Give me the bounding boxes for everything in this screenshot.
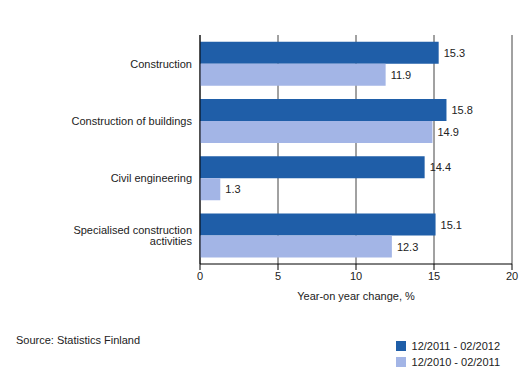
svg-text:14.4: 14.4 (430, 161, 451, 173)
svg-text:Construction: Construction (130, 58, 192, 70)
html-text:Source: Statistics Finland: Source: Statistics Finland (16, 334, 141, 346)
svg-text:12.3: 12.3 (397, 241, 418, 253)
svg-text:Specialised constructionactivi: Specialised constructionactivities (73, 224, 192, 247)
svg-text:15.3: 15.3 (444, 47, 465, 59)
svg-text:Civil engineering: Civil engineering (111, 172, 192, 184)
svg-text:11.9: 11.9 (391, 69, 412, 81)
svg-text:15.1: 15.1 (441, 219, 462, 231)
svg-text:5: 5 (275, 270, 281, 282)
svg-text:14.9: 14.9 (437, 126, 458, 138)
html-text:12/2010 - 02/2011: 12/2010 - 02/2011 (411, 356, 500, 368)
html-text:12/2011 - 02/2012: 12/2011 - 02/2012 (411, 340, 500, 352)
svg-text:15.8: 15.8 (451, 104, 472, 116)
svg-text:1.3: 1.3 (225, 183, 240, 195)
svg-text:0: 0 (197, 270, 203, 282)
svg-text:Year-on year change, %: Year-on year change, % (297, 290, 415, 302)
svg-text:20: 20 (506, 270, 518, 282)
svg-text:Construction of buildings: Construction of buildings (72, 115, 193, 127)
svg-text:10: 10 (350, 270, 362, 282)
svg-text:15: 15 (428, 270, 440, 282)
